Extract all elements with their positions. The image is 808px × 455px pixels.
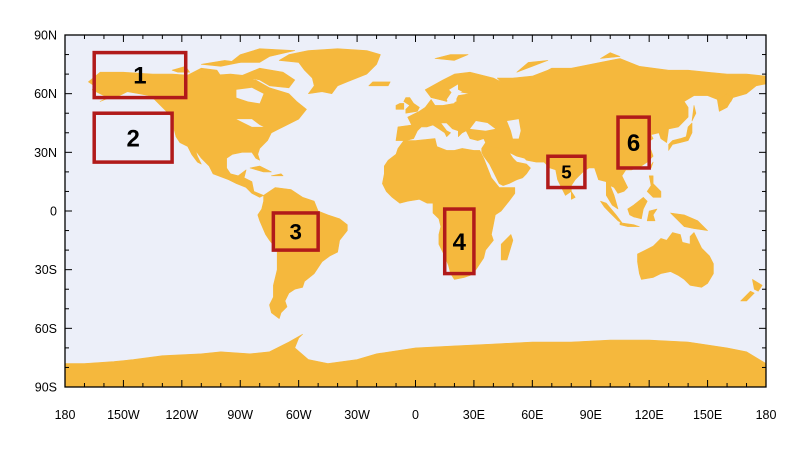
land-sakhalin bbox=[691, 105, 697, 122]
land-borneo bbox=[627, 197, 648, 220]
land-greenland bbox=[278, 48, 381, 94]
land-new-zealand-south bbox=[740, 290, 755, 302]
land-ellesmere bbox=[230, 48, 296, 63]
land-svalbard bbox=[434, 54, 469, 61]
land-cuba bbox=[249, 165, 272, 173]
land-victoria-island bbox=[185, 67, 222, 79]
axis-ticks bbox=[64, 34, 767, 388]
region-box-5: 5 bbox=[546, 154, 587, 190]
lon-tick-label: 0 bbox=[412, 408, 419, 422]
region-boxes: 1 2 3 4 5 6 bbox=[92, 50, 651, 276]
land-hispaniola bbox=[271, 173, 284, 177]
land-sumatra bbox=[600, 200, 623, 223]
land-severnaya-zemlya bbox=[600, 52, 621, 59]
lon-tick-label: 30E bbox=[463, 408, 485, 422]
region-box-4: 4 bbox=[442, 207, 476, 276]
land-south-america bbox=[257, 187, 348, 319]
region-box-outline bbox=[546, 154, 587, 190]
region-box-2: 2 bbox=[92, 111, 174, 164]
land-novaya-zemlya bbox=[516, 60, 549, 73]
longitude-axis: 180 150W 120W 90W 60W 30W 0 30E 60E 90E 120E 150E 18… bbox=[55, 408, 777, 422]
lat-tick-label: 30N bbox=[34, 146, 57, 160]
land-australia bbox=[637, 232, 714, 288]
lon-tick-label: 120W bbox=[166, 408, 199, 422]
lon-tick-label: 90W bbox=[227, 408, 253, 422]
region-label: 3 bbox=[290, 220, 302, 245]
land-new-guinea bbox=[670, 212, 708, 231]
lon-tick-label: 150E bbox=[693, 408, 722, 422]
water-caspian-sea bbox=[507, 119, 521, 139]
region-box-6: 6 bbox=[616, 115, 651, 170]
land-new-zealand-north bbox=[752, 279, 763, 292]
region-label: 6 bbox=[627, 130, 640, 157]
water-great-lakes bbox=[236, 119, 264, 127]
latitude-axis: 90N 60N 30N 0 30S 60S 90S bbox=[34, 29, 57, 395]
land-arabia-fill bbox=[483, 146, 531, 184]
lat-tick-label: 30S bbox=[35, 263, 57, 277]
region-box-outline bbox=[92, 50, 188, 100]
lat-tick-label: 0 bbox=[50, 205, 57, 219]
region-box-outline bbox=[442, 207, 476, 276]
lat-tick-label: 60S bbox=[35, 322, 57, 336]
water-black-sea bbox=[470, 121, 496, 131]
land-ireland bbox=[395, 103, 405, 110]
region-label: 4 bbox=[453, 229, 467, 256]
region-box-1: 1 bbox=[92, 50, 188, 100]
region-box-outline bbox=[616, 115, 651, 170]
lon-tick-label: 90E bbox=[580, 408, 602, 422]
lat-tick-label: 90N bbox=[34, 29, 57, 43]
land-sulawesi bbox=[646, 208, 658, 222]
water-baltic-sea bbox=[446, 87, 463, 104]
land-uk bbox=[403, 97, 420, 114]
lon-tick-label: 60E bbox=[521, 408, 543, 422]
lon-tick-label: 180 bbox=[756, 408, 777, 422]
land-java bbox=[619, 222, 640, 227]
region-label: 1 bbox=[133, 63, 146, 90]
region-label: 5 bbox=[561, 162, 571, 183]
region-box-outline bbox=[92, 111, 174, 164]
land-japan bbox=[668, 122, 693, 151]
lon-tick-label: 30W bbox=[344, 408, 370, 422]
region-label: 2 bbox=[126, 125, 139, 152]
region-box-3: 3 bbox=[271, 211, 320, 252]
lon-tick-label: 120E bbox=[635, 408, 664, 422]
land-sri-lanka bbox=[570, 191, 576, 200]
land-madagascar bbox=[500, 234, 514, 261]
lon-tick-label: 150W bbox=[107, 408, 140, 422]
land-antarctica bbox=[65, 333, 766, 387]
lat-tick-label: 60N bbox=[34, 87, 57, 101]
water-hudson-bay bbox=[236, 87, 264, 104]
land-kamchatka-tip bbox=[718, 93, 734, 112]
region-box-outline bbox=[271, 211, 320, 252]
lat-tick-label: 90S bbox=[35, 381, 57, 395]
land-devon-etc bbox=[201, 60, 241, 67]
land-eurasia bbox=[395, 58, 766, 210]
land-philippines bbox=[646, 175, 662, 198]
land-iceland bbox=[368, 81, 391, 87]
land-baffin bbox=[240, 67, 296, 89]
land-north-america bbox=[88, 71, 307, 198]
lon-tick-label: 180 bbox=[55, 408, 76, 422]
lon-tick-label: 60W bbox=[286, 408, 312, 422]
